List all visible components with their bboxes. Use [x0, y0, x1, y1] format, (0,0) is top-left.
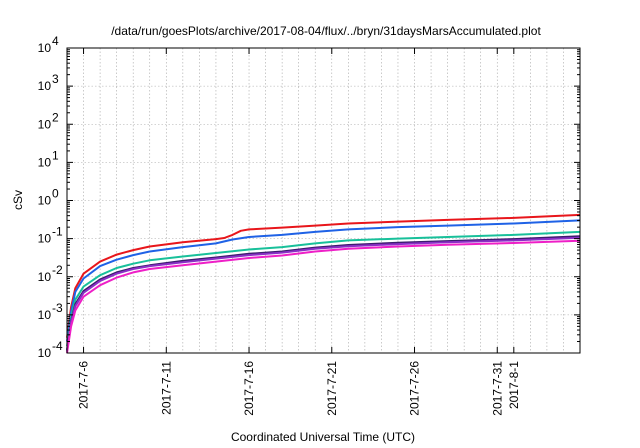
x-tick-label: 2017-7-11	[159, 361, 173, 415]
y-tick-label: 10	[38, 232, 52, 246]
x-tick-label: 2017-7-31	[490, 361, 504, 416]
y-tick-exponent: 4	[52, 34, 59, 48]
y-tick-label: 10	[38, 270, 52, 284]
series-line-2	[66, 219, 581, 342]
series-line-5	[66, 236, 581, 352]
series-line-6	[66, 239, 581, 354]
y-tick-label: 10	[38, 117, 52, 131]
x-tick-label: 2017-7-16	[242, 361, 256, 416]
y-tick-exponent: 0	[52, 187, 59, 201]
x-tick-label: 2017-7-6	[77, 361, 91, 409]
x-tick-label: 2017-7-26	[408, 361, 422, 416]
y-tick-label: 10	[38, 194, 52, 208]
series-line-3	[66, 230, 581, 347]
y-tick-exponent: -3	[52, 301, 63, 315]
y-tick-exponent: -1	[52, 225, 63, 239]
grid	[67, 48, 580, 353]
y-tick-label: 10	[38, 41, 52, 55]
y-tick-label: 10	[38, 155, 52, 169]
y-tick-exponent: 1	[52, 148, 59, 162]
y-tick-exponent: 3	[52, 72, 59, 86]
x-axis: 2017-7-6 2017-7-11 2017-7-16 2017-7-21 2017-…	[77, 48, 521, 416]
x-tick-label: 2017-7-21	[325, 361, 339, 416]
y-tick-exponent: -4	[52, 339, 63, 353]
y-tick-label: 10	[38, 79, 52, 93]
y-tick-exponent: -2	[52, 263, 63, 277]
y-tick-label: 10	[38, 308, 52, 322]
y-tick-label: 10	[38, 346, 52, 360]
y-tick-exponent: 2	[52, 110, 59, 124]
x-tick-label: 2017-8-1	[507, 361, 521, 409]
y-axis-label: cSv	[11, 190, 25, 210]
series-group	[66, 213, 581, 354]
series-line-1	[66, 213, 581, 338]
x-axis-label: Coordinated Universal Time (UTC)	[231, 430, 415, 444]
chart-title: /data/run/goesPlots/archive/2017-08-04/f…	[111, 24, 541, 38]
